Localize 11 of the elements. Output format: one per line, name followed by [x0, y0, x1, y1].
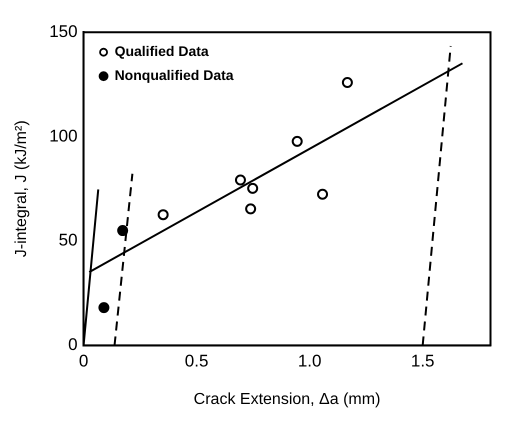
y-tick-label: 150 — [49, 22, 78, 41]
x-tick-label: 1.5 — [410, 351, 434, 370]
y-tick-label: 50 — [58, 230, 78, 250]
y-tick-label: 0 — [68, 335, 78, 354]
legend-label: Nonqualified Data — [114, 67, 234, 84]
y-axis-title: J-integral, J (kJ/m²) — [13, 120, 30, 258]
x-axis-title: Crack Extension, Δa (mm) — [194, 390, 380, 408]
x-tick-label: 0.5 — [184, 351, 208, 370]
legend-label: Qualified Data — [114, 43, 209, 60]
x-tick-label: 1.0 — [298, 351, 322, 370]
y-tick-label: 100 — [49, 126, 78, 146]
